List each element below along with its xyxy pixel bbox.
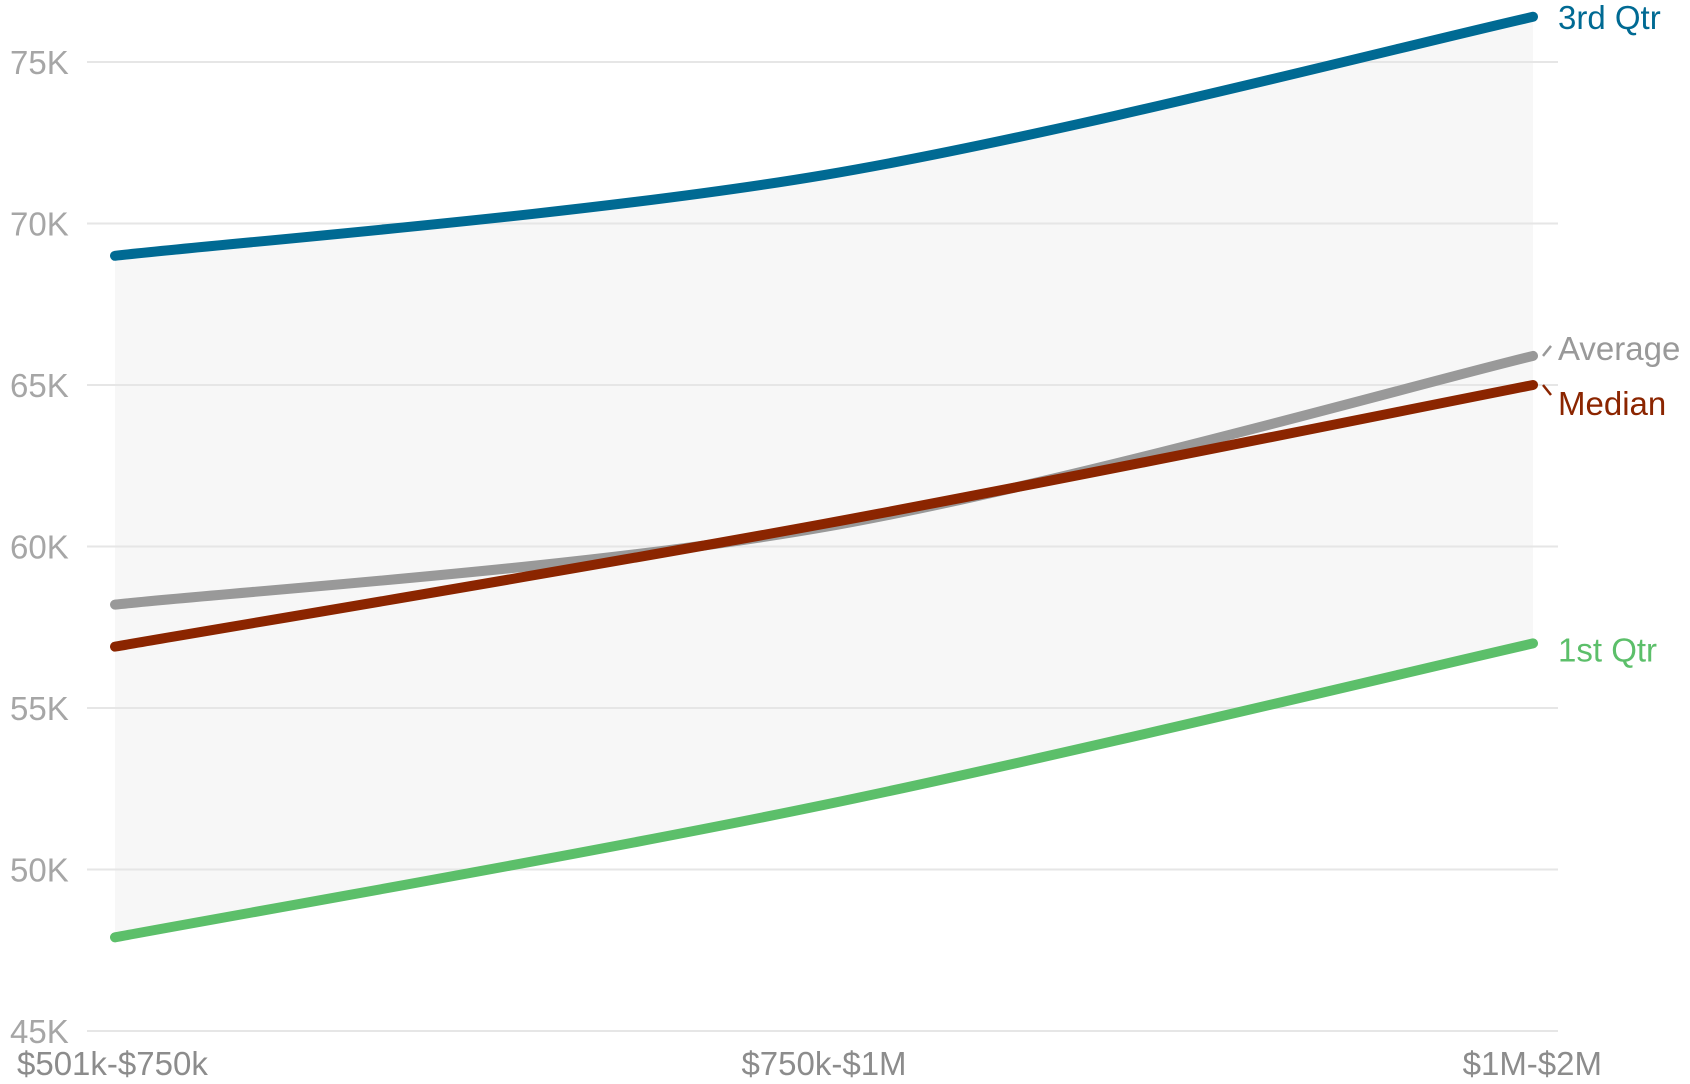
y-tick-label: 60K [10,529,69,566]
x-tick-label: $1M-$2M [1463,1045,1602,1079]
y-tick-label: 70K [10,206,69,243]
y-tick-label: 55K [10,690,69,727]
series-label-1st-qtr: 1st Qtr [1558,631,1657,668]
x-tick-label: $501k-$750k [17,1045,208,1079]
x-axis-tick-labels: $501k-$750k $750k-$1M $1M-$2M [17,1045,1602,1082]
y-tick-label: 75K [10,44,69,81]
series-labels: 3rd Qtr Average Median 1st Qtr [1542,0,1680,668]
y-tick-label: 65K [10,367,69,404]
series-label-median: Median [1558,385,1666,422]
y-tick-label: 45K [10,1013,69,1050]
y-axis-tick-labels: 45K 50K 55K 60K 65K 70K 75K [10,44,69,1050]
series-line-median [110,380,1538,652]
label-leader-median [1542,384,1552,396]
gridlines [87,61,1558,1032]
series-label-average: Average [1558,330,1680,367]
y-tick-label: 50K [10,852,69,889]
series-line-3rd-qtr [110,11,1538,261]
label-leader-average [1542,345,1552,357]
series-label-3rd-qtr: 3rd Qtr [1558,0,1661,36]
series-line-1st-qtr [110,638,1538,943]
interquartile-band-layer [115,16,1533,938]
x-tick-label: $750k-$1M [741,1045,906,1079]
series-lines [110,11,1538,943]
interquartile-band [115,16,1533,938]
